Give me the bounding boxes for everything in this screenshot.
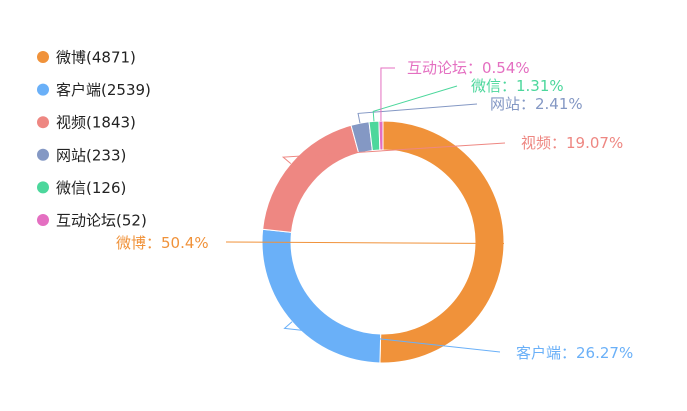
callout-line [283,321,501,353]
callout-label: 微信：1.31% [471,77,564,95]
legend-item[interactable]: 网站(233) [37,146,126,164]
callout-line [225,241,504,245]
callout-label: 微博：50.4% [116,234,209,252]
callout-label: 视频：19.07% [521,134,623,152]
legend-marker [37,181,49,194]
legend-label: 微信(126) [56,179,126,197]
donut-slices [261,120,505,364]
legend-marker [37,148,49,161]
legend-marker [37,116,49,129]
legend-marker [37,214,49,226]
legend-label: 视频(1843) [56,114,136,132]
callout-line [372,85,458,122]
legend: 微博(4871) 客户端(2539) 视频(1843) 网站(233) 微信(126) 互… [37,49,151,230]
legend-label: 微博(4871) [56,49,136,67]
donut-slice[interactable] [378,120,384,151]
legend-label: 网站(233) [56,146,126,164]
callout-line [357,103,478,124]
callout-label: 网站：2.41% [490,95,583,113]
legend-item[interactable]: 客户端(2539) [37,81,151,99]
callout-label: 互动论坛：0.54% [407,59,530,77]
legend-item[interactable]: 视频(1843) [37,114,136,132]
callout-line [380,67,395,122]
legend-item[interactable]: 微博(4871) [37,49,136,67]
donut-slice[interactable] [262,124,360,233]
legend-label: 客户端(2539) [56,81,151,99]
legend-item[interactable]: 微信(126) [37,179,126,197]
legend-label: 互动论坛(52) [56,212,147,230]
legend-marker [37,83,49,96]
donut-slice[interactable] [379,120,505,364]
legend-item[interactable]: 互动论坛(52) [37,212,147,230]
legend-marker [37,51,49,63]
callouts: 微博：50.4% 客户端：26.27% 视频：19.07% 网站：2.41%微信：1.… [116,59,633,362]
callout-label: 客户端：26.27% [516,344,633,362]
donut-slice[interactable] [261,228,382,364]
callout-line [281,142,506,165]
